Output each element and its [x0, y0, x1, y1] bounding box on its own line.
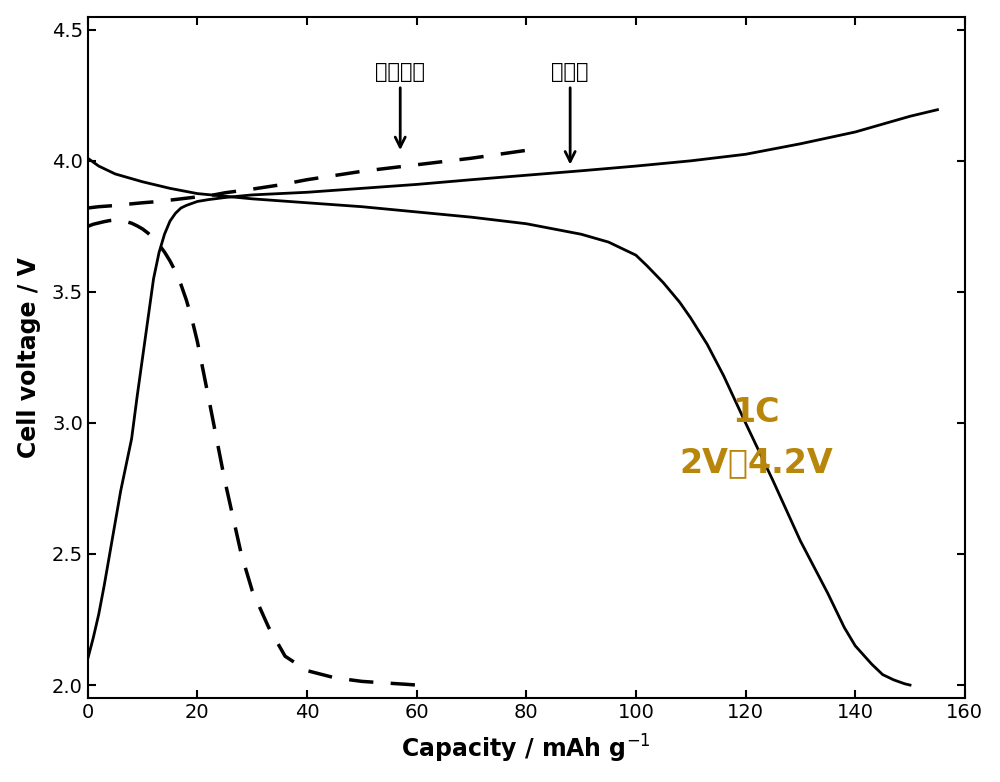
- Text: 目前公知: 目前公知: [375, 63, 425, 147]
- Text: 2V～4.2V: 2V～4.2V: [680, 446, 833, 479]
- Text: 本发明: 本发明: [551, 63, 589, 162]
- Text: 1C: 1C: [733, 396, 780, 429]
- X-axis label: Capacity / mAh g$^{-1}$: Capacity / mAh g$^{-1}$: [401, 734, 651, 766]
- Y-axis label: Cell voltage / V: Cell voltage / V: [17, 257, 41, 457]
